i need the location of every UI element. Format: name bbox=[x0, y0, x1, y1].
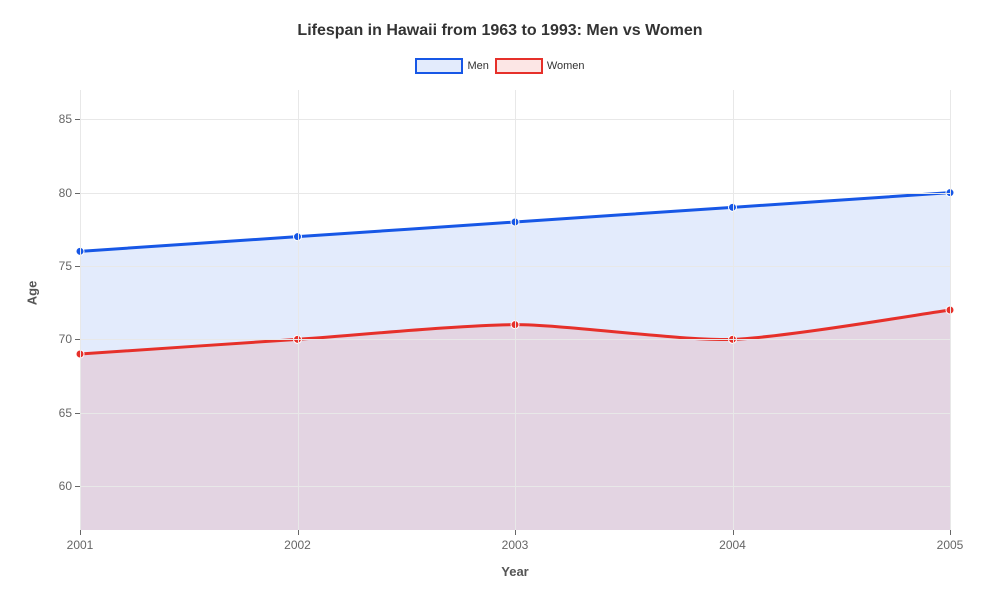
y-axis-title: Age bbox=[25, 281, 40, 306]
grid-line-v bbox=[733, 90, 734, 530]
legend-swatch-men bbox=[415, 58, 463, 74]
x-axis-title: Year bbox=[501, 564, 528, 579]
x-tick bbox=[515, 530, 516, 535]
x-tick bbox=[298, 530, 299, 535]
grid-line-v bbox=[950, 90, 951, 530]
legend-label-men: Men bbox=[467, 60, 488, 72]
x-tick bbox=[733, 530, 734, 535]
legend: Men Women bbox=[0, 58, 1000, 74]
legend-label-women: Women bbox=[547, 60, 585, 72]
x-tick bbox=[80, 530, 81, 535]
grid-line-v bbox=[80, 90, 81, 530]
grid-line-v bbox=[515, 90, 516, 530]
chart-container: Lifespan in Hawaii from 1963 to 1993: Me… bbox=[0, 0, 1000, 600]
legend-item-women[interactable]: Women bbox=[495, 58, 585, 74]
legend-swatch-women bbox=[495, 58, 543, 74]
legend-item-men[interactable]: Men bbox=[415, 58, 488, 74]
x-tick bbox=[950, 530, 951, 535]
chart-title: Lifespan in Hawaii from 1963 to 1993: Me… bbox=[0, 22, 1000, 40]
plot-area: 60657075808520012002200320042005 bbox=[80, 90, 950, 530]
grid-line-v bbox=[298, 90, 299, 530]
